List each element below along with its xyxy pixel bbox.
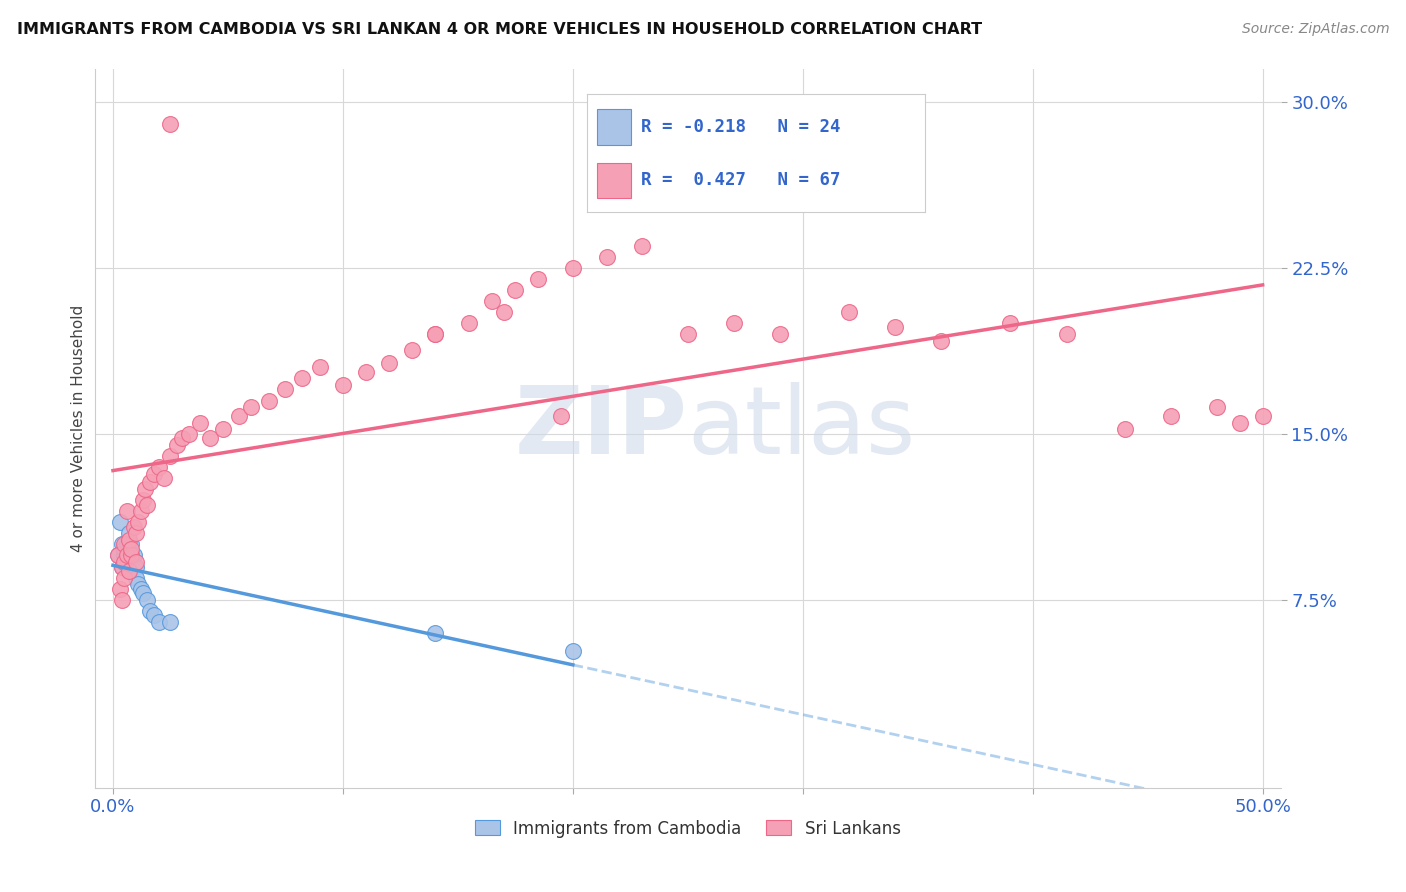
Point	[929, 334, 952, 348]
Point	[423, 327, 446, 342]
Point	[125, 526, 148, 541]
Point	[139, 604, 162, 618]
Point	[596, 250, 619, 264]
Point	[198, 431, 221, 445]
Point	[1160, 409, 1182, 423]
Point	[212, 422, 235, 436]
Point	[122, 549, 145, 563]
Point	[527, 272, 550, 286]
Point	[120, 537, 142, 551]
Point	[152, 471, 174, 485]
Point	[107, 549, 129, 563]
Point	[148, 459, 170, 474]
Point	[1251, 409, 1274, 423]
Text: atlas: atlas	[688, 382, 917, 475]
Point	[148, 615, 170, 629]
Legend: Immigrants from Cambodia, Sri Lankans: Immigrants from Cambodia, Sri Lankans	[468, 813, 907, 844]
Point	[139, 475, 162, 490]
Point	[259, 393, 281, 408]
Point	[1205, 400, 1227, 414]
Point	[492, 305, 515, 319]
Point	[170, 431, 193, 445]
Point	[166, 438, 188, 452]
Point	[115, 537, 138, 551]
Point	[458, 316, 481, 330]
Point	[107, 549, 129, 563]
Point	[401, 343, 423, 357]
Point	[159, 615, 181, 629]
Point	[114, 541, 136, 556]
Point	[136, 592, 159, 607]
Point	[118, 564, 141, 578]
Point	[883, 320, 905, 334]
Point	[505, 283, 527, 297]
Point	[132, 493, 155, 508]
Point	[188, 416, 211, 430]
Point	[115, 549, 138, 563]
Point	[550, 409, 572, 423]
Point	[125, 559, 148, 574]
Point	[561, 643, 583, 657]
Point	[723, 316, 745, 330]
Point	[228, 409, 250, 423]
Point	[1056, 327, 1078, 342]
Text: ZIP: ZIP	[515, 382, 688, 475]
Point	[354, 365, 377, 379]
Point	[127, 577, 149, 591]
Point	[136, 498, 159, 512]
Point	[332, 378, 354, 392]
Point	[309, 360, 332, 375]
Text: Source: ZipAtlas.com: Source: ZipAtlas.com	[1241, 22, 1389, 37]
Point	[111, 592, 134, 607]
Point	[127, 515, 149, 529]
Point	[129, 504, 152, 518]
Point	[111, 559, 134, 574]
Point	[630, 238, 652, 252]
Point	[481, 293, 503, 308]
Point	[125, 555, 148, 569]
Point	[118, 526, 141, 541]
Point	[122, 519, 145, 533]
Point	[423, 327, 446, 342]
Point	[239, 400, 262, 414]
Point	[114, 555, 136, 569]
Point	[998, 316, 1021, 330]
Point	[108, 515, 131, 529]
Point	[115, 555, 138, 569]
Point	[114, 571, 136, 585]
Point	[132, 586, 155, 600]
Point	[177, 426, 200, 441]
Point	[111, 537, 134, 551]
Point	[676, 327, 699, 342]
Point	[111, 559, 134, 574]
Point	[290, 371, 312, 385]
Point	[125, 571, 148, 585]
Point	[143, 608, 166, 623]
Point	[129, 582, 152, 596]
Point	[118, 533, 141, 547]
Point	[115, 504, 138, 518]
Point	[378, 356, 401, 370]
Point	[108, 582, 131, 596]
Y-axis label: 4 or more Vehicles in Household: 4 or more Vehicles in Household	[72, 304, 86, 552]
Point	[120, 549, 142, 563]
Point	[1114, 422, 1136, 436]
Point	[561, 260, 583, 275]
Point	[838, 305, 860, 319]
Point	[1229, 416, 1251, 430]
Point	[134, 482, 156, 496]
Point	[423, 626, 446, 640]
Point	[120, 541, 142, 556]
Point	[769, 327, 792, 342]
Point	[118, 541, 141, 556]
Point	[114, 549, 136, 563]
Point	[159, 449, 181, 463]
Point	[143, 467, 166, 481]
Point	[114, 537, 136, 551]
Text: IMMIGRANTS FROM CAMBODIA VS SRI LANKAN 4 OR MORE VEHICLES IN HOUSEHOLD CORRELATI: IMMIGRANTS FROM CAMBODIA VS SRI LANKAN 4…	[17, 22, 981, 37]
Point	[274, 383, 297, 397]
Point	[159, 117, 181, 131]
